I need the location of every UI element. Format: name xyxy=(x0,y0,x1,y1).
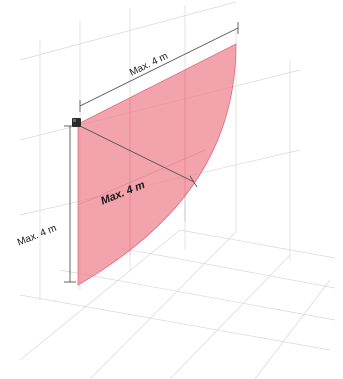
sensor-icon xyxy=(72,118,81,127)
diagonal-dimension xyxy=(79,125,198,188)
coverage-area xyxy=(77,43,237,286)
top-dimension xyxy=(79,22,239,112)
vertical-dimension xyxy=(64,125,76,283)
perspective-grid xyxy=(19,1,336,379)
coverage-grid xyxy=(77,70,206,255)
vertical-dimension-label: Max. 4 m xyxy=(16,223,58,249)
